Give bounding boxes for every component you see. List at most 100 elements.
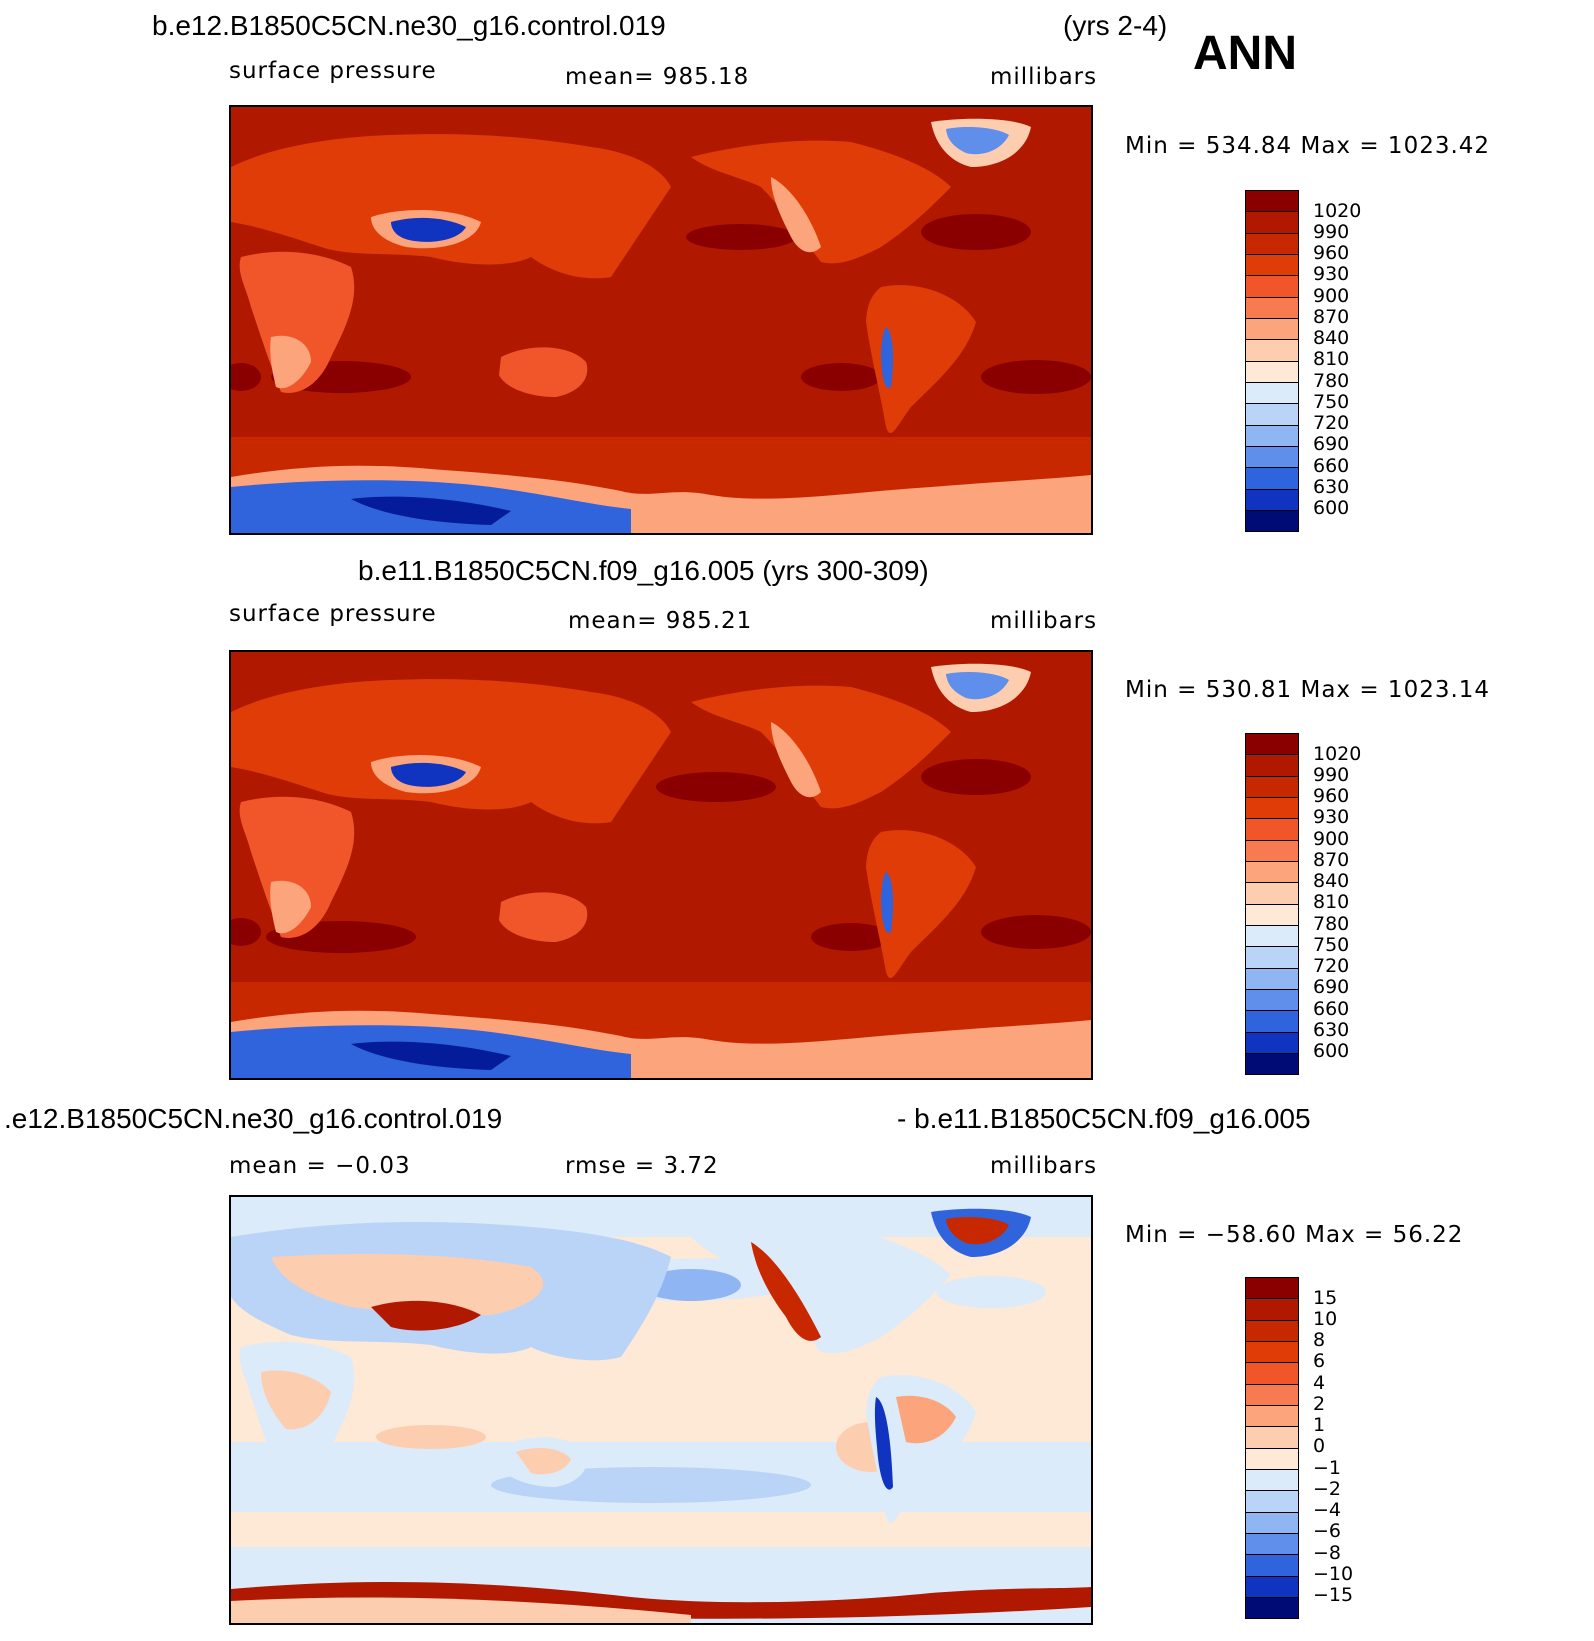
- cbar-box: [1245, 1298, 1299, 1320]
- cbar-label: 960: [1313, 785, 1350, 807]
- cbar-box: [1245, 903, 1299, 925]
- cbar-box: [1245, 488, 1299, 510]
- cbar-label: 870: [1313, 306, 1350, 328]
- africa-positive: [261, 1370, 331, 1430]
- panel1-map-svg: [231, 107, 1091, 533]
- cbar-box: [1245, 403, 1299, 425]
- cbar-box: [1245, 1533, 1299, 1555]
- cbar-label: −1: [1313, 1457, 1342, 1479]
- cbar-label: 0: [1313, 1435, 1326, 1457]
- panel3-map-svg: [231, 1197, 1091, 1623]
- cbar-label: 810: [1313, 891, 1350, 913]
- cbar-label: −10: [1313, 1563, 1354, 1585]
- cbar-box: [1245, 1426, 1299, 1448]
- cbar-box: [1245, 254, 1299, 276]
- australia: [499, 892, 588, 942]
- north-america: [691, 685, 951, 809]
- cbar-box: [1245, 1031, 1299, 1053]
- cbar-box: [1245, 296, 1299, 318]
- cbar-box: [1245, 1010, 1299, 1032]
- cbar-box: [1245, 339, 1299, 361]
- rockies: [771, 177, 821, 253]
- cbar-label: 660: [1313, 998, 1350, 1020]
- panel1-units: millibars: [990, 64, 1098, 90]
- eurasia: [231, 134, 671, 279]
- africa: [239, 251, 355, 393]
- antarctic-interior: [231, 1597, 691, 1623]
- eurasia: [231, 679, 671, 824]
- cbar-box: [1245, 1405, 1299, 1427]
- cbar-label: 990: [1313, 221, 1350, 243]
- panel2-mean-label: mean= 985.21: [568, 608, 753, 634]
- cbar-label: −15: [1313, 1584, 1354, 1606]
- cbar-label: 780: [1313, 370, 1350, 392]
- cbar-label: 600: [1313, 1040, 1350, 1062]
- panel2-minmax: Min = 530.81 Max = 1023.14: [1125, 677, 1491, 703]
- cbar-label: 4: [1313, 1372, 1326, 1394]
- cbar-box: [1245, 1053, 1299, 1075]
- cbar-label: 810: [1313, 348, 1350, 370]
- andes-negative: [874, 1397, 893, 1490]
- panel2-map-svg: [231, 652, 1091, 1078]
- greenland-ice: [946, 672, 1009, 700]
- high-south-pacific: [801, 363, 881, 391]
- cbar-label: 1020: [1313, 200, 1362, 222]
- cbar-label: 660: [1313, 455, 1350, 477]
- southern-ocean-positive: [231, 1512, 1091, 1547]
- panel3-units: millibars: [990, 1153, 1098, 1179]
- season-label: ANN: [1193, 27, 1297, 80]
- high-north-pacific: [656, 772, 776, 802]
- cbar-box: [1245, 1490, 1299, 1512]
- cbar-box: [1245, 1277, 1299, 1299]
- panel1-minmax: Min = 534.84 Max = 1023.42: [1125, 133, 1491, 159]
- antarctica-plateau: [351, 496, 511, 525]
- cbar-box: [1245, 1469, 1299, 1491]
- panel3-case-title-right: - b.e11.B1850C5CN.f09_g16.005: [897, 1103, 1311, 1134]
- cbar-box: [1245, 754, 1299, 776]
- south-america: [866, 285, 976, 434]
- cbar-box: [1245, 446, 1299, 468]
- tibet-positive: [371, 1300, 481, 1331]
- cbar-box: [1245, 1554, 1299, 1576]
- cbar-label: 990: [1313, 764, 1350, 786]
- cbar-label: 930: [1313, 806, 1350, 828]
- cbar-box: [1245, 275, 1299, 297]
- greenland-interior: [946, 1217, 1009, 1245]
- tibet-plateau: [391, 217, 466, 242]
- rockies-positive: [751, 1242, 821, 1341]
- panel1-years: (yrs 2-4): [1063, 10, 1168, 41]
- cbar-label: 630: [1313, 476, 1350, 498]
- panel1-map: [229, 105, 1093, 535]
- cbar-box: [1245, 1447, 1299, 1469]
- cbar-label: 780: [1313, 913, 1350, 935]
- cbar-box: [1245, 232, 1299, 254]
- cbar-label: 960: [1313, 242, 1350, 264]
- cbar-label: 750: [1313, 934, 1350, 956]
- high-west-edge: [231, 918, 261, 946]
- cbar-label: 1: [1313, 1414, 1326, 1436]
- cbar-box: [1245, 839, 1299, 861]
- cbar-label: 900: [1313, 285, 1350, 307]
- cbar-box: [1245, 989, 1299, 1011]
- cbar-box: [1245, 925, 1299, 947]
- andes: [881, 327, 894, 388]
- cbar-label: 690: [1313, 976, 1350, 998]
- cbar-box: [1245, 190, 1299, 212]
- cbar-box: [1245, 211, 1299, 233]
- high-north-atlantic: [921, 759, 1031, 795]
- south-america: [866, 830, 976, 979]
- cbar-box: [1245, 382, 1299, 404]
- rockies: [771, 722, 821, 798]
- panel2-map: [229, 650, 1093, 1080]
- cbar-box: [1245, 1319, 1299, 1341]
- cbar-label: 630: [1313, 1019, 1350, 1041]
- high-south-atlantic: [981, 360, 1091, 394]
- cbar-box: [1245, 861, 1299, 883]
- africa-south-highlands: [270, 880, 311, 934]
- cbar-box: [1245, 733, 1299, 755]
- high-north-atlantic: [921, 214, 1031, 250]
- australia: [499, 347, 588, 397]
- australia-positive: [516, 1447, 571, 1475]
- cbar-box: [1245, 424, 1299, 446]
- eurasia-positive: [271, 1254, 544, 1316]
